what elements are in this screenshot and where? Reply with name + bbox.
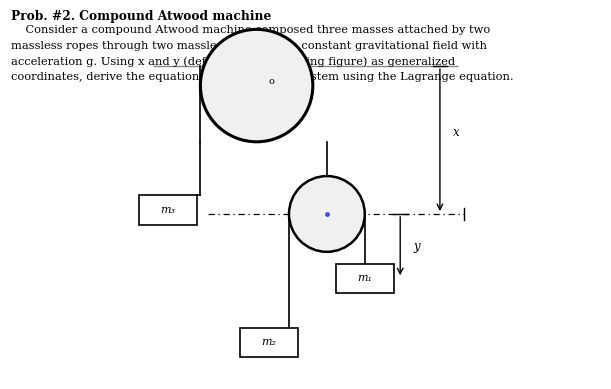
Text: coordinates, derive the equation of motion of the system using the Lagrange equa: coordinates, derive the equation of moti… [11,72,514,82]
Text: acceleration g. Using x and y (defined in the following figure) as generalized: acceleration g. Using x and y (defined i… [11,56,455,67]
Bar [336,264,393,293]
Ellipse shape [200,29,313,142]
Text: Consider a compound Atwood machine composed three masses attached by two: Consider a compound Atwood machine compo… [11,25,490,35]
Text: o: o [269,77,275,86]
Text: m₁: m₁ [357,273,372,283]
Text: m₃: m₃ [161,205,175,215]
Text: x: x [453,126,460,139]
Ellipse shape [289,176,365,252]
Text: massless ropes through two massless pulleys in a constant gravitational field wi: massless ropes through two massless pull… [11,41,487,51]
Text: y: y [414,240,420,252]
Text: Prob. #2. Compound Atwood machine: Prob. #2. Compound Atwood machine [11,10,271,23]
Text: m₂: m₂ [262,337,276,347]
Bar [139,195,197,224]
Bar [240,328,298,357]
